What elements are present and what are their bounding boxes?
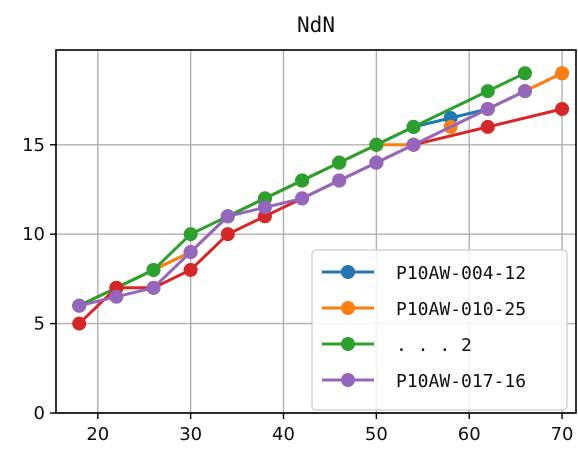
data-point: [295, 191, 310, 206]
legend-entry: P10AW-017-16: [322, 371, 526, 392]
data-point: [220, 227, 235, 242]
x-tick-label: 60: [458, 424, 481, 445]
data-point: [220, 209, 235, 224]
legend-label: . . . 2: [396, 335, 472, 356]
data-point: [146, 280, 161, 295]
x-tick-label: 70: [551, 424, 574, 445]
data-point: [480, 84, 495, 99]
y-tick-label: 5: [34, 314, 45, 335]
data-point: [295, 173, 310, 188]
legend: P10AW-004-12 P10AW-010-25 . . . 2 P10AW-017…: [311, 249, 568, 411]
data-point: [183, 245, 198, 260]
data-point: [480, 102, 495, 117]
data-point: [369, 155, 384, 170]
data-point: [406, 119, 421, 134]
series-4: [72, 84, 532, 313]
data-point: [555, 102, 570, 117]
legend-marker: [341, 265, 355, 279]
data-point: [257, 200, 272, 215]
data-point: [406, 137, 421, 152]
data-point: [555, 66, 570, 81]
chart-title: NdN: [297, 13, 335, 37]
series-layer: [72, 66, 570, 331]
y-tick-label: 0: [34, 403, 45, 424]
data-point: [72, 316, 87, 331]
legend-entry: P10AW-004-12: [322, 263, 526, 284]
legend-label: P10AW-017-16: [396, 371, 526, 392]
data-point: [369, 137, 384, 152]
legend-label: P10AW-004-12: [396, 263, 526, 284]
data-point: [332, 173, 347, 188]
plot-frame: [55, 49, 577, 414]
data-point: [332, 155, 347, 170]
legend-box: [311, 249, 568, 411]
x-tick-label: 40: [272, 424, 295, 445]
x-tick-label: 30: [179, 424, 202, 445]
data-point: [517, 84, 532, 99]
data-point: [72, 298, 87, 313]
data-point: [183, 262, 198, 277]
x-tick-label: 50: [365, 424, 388, 445]
legend-marker: [341, 337, 355, 351]
data-point: [146, 262, 161, 277]
y-tick-label: 10: [22, 224, 45, 245]
y-tick-label: 15: [22, 135, 45, 156]
data-point: [109, 289, 124, 304]
legend-entry: P10AW-010-25: [322, 299, 526, 320]
legend-marker: [341, 301, 355, 315]
data-point: [517, 66, 532, 81]
legend-label: P10AW-010-25: [396, 299, 526, 320]
data-point: [183, 227, 198, 242]
axis-ticks: 20 30 40 50 60 70 0 5 10 15: [22, 135, 573, 445]
legend-marker: [341, 373, 355, 387]
data-point: [480, 119, 495, 134]
legend-entry: . . . 2: [322, 335, 472, 356]
x-tick-label: 20: [86, 424, 109, 445]
